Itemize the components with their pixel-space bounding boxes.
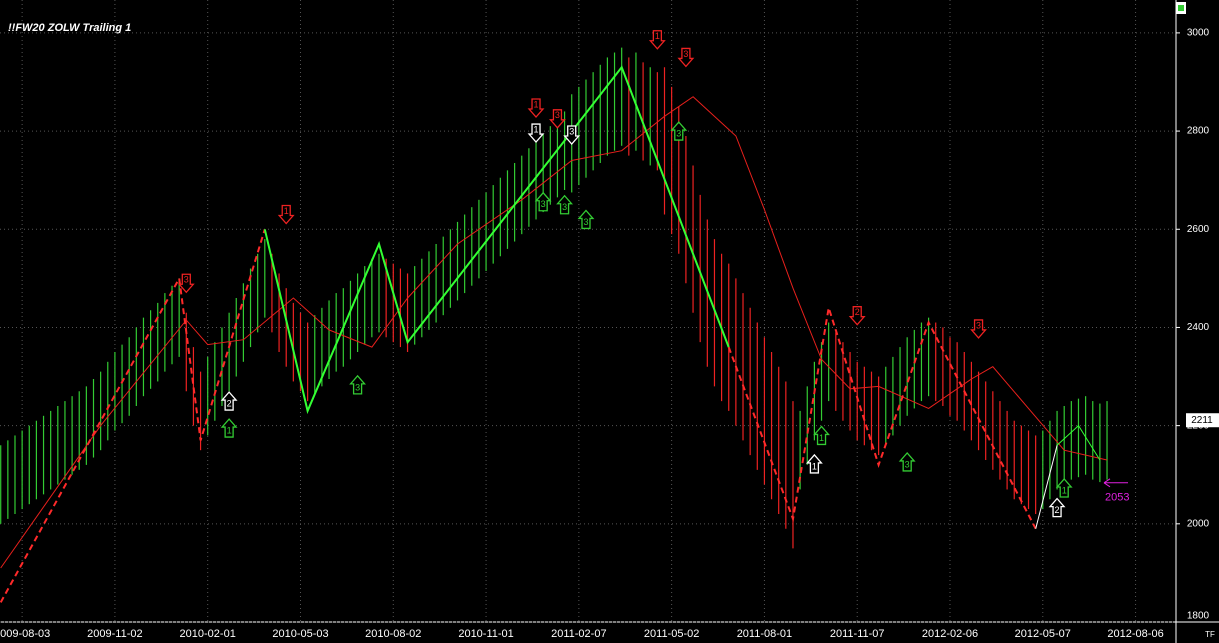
chart-title: !!FW20 ZOLW Trailing 1 — [8, 22, 131, 34]
trend-line — [0, 229, 266, 603]
signal-label: 1 — [284, 206, 289, 216]
signal-label: 1 — [812, 461, 817, 471]
signal-label: 1 — [534, 99, 539, 109]
signal-label: 3 — [976, 320, 981, 330]
target-arrow — [1103, 478, 1128, 488]
y-tick-label: 2000 — [1187, 518, 1210, 529]
signal-label: 1 — [534, 124, 539, 134]
signal-arrow — [220, 391, 238, 411]
signal-arrow — [549, 109, 566, 129]
signal-label: 3 — [683, 49, 688, 59]
signal-label: 3 — [541, 199, 546, 209]
signal-label: 3 — [562, 202, 567, 212]
signal-arrow — [563, 125, 581, 145]
corner-label: TF — [1205, 630, 1215, 639]
signal-label: 1 — [655, 31, 660, 41]
signal-arrow — [813, 425, 830, 446]
signal-arrow — [534, 191, 552, 212]
x-tick-label: 2010-02-01 — [180, 628, 236, 640]
x-tick-label: 2009-08-03 — [0, 628, 50, 640]
signal-label: 1 — [1062, 485, 1067, 495]
trend-line — [727, 307, 1037, 530]
signal-label: 2 — [855, 307, 860, 317]
scale-button-icon — [1178, 5, 1184, 11]
signal-arrow — [848, 306, 866, 326]
x-tick-label: 2011-05-02 — [644, 628, 699, 640]
x-tick-label: 2012-02-06 — [922, 628, 978, 640]
signal-label: 3 — [583, 217, 588, 227]
signal-label: 3 — [905, 459, 910, 469]
signal-arrow — [527, 123, 545, 144]
y-tick-label: 2400 — [1187, 322, 1210, 333]
x-tick-label: 2010-08-02 — [365, 628, 421, 640]
signal-arrow — [898, 451, 916, 472]
x-tick-label: 2011-11-07 — [830, 628, 885, 640]
signal-label: 1 — [819, 433, 824, 443]
trend-line — [0, 96, 1108, 569]
signal-label: 3 — [569, 126, 574, 136]
x-tick-label: 2010-11-01 — [458, 628, 513, 640]
signal-arrow — [527, 98, 545, 118]
x-tick-label: 2010-05-03 — [272, 628, 328, 640]
signal-arrow — [220, 418, 238, 438]
y-tick-label: 2800 — [1187, 126, 1210, 137]
signal-arrow — [577, 209, 595, 230]
y-tick-label: 1800 — [1187, 611, 1210, 622]
signal-label: 3 — [355, 382, 360, 392]
signal-arrow — [1055, 477, 1073, 498]
signal-label: 2 — [227, 398, 232, 408]
x-tick-label: 2012-08-06 — [1107, 628, 1163, 640]
last-price-box — [1186, 413, 1219, 428]
signal-arrow — [670, 121, 688, 141]
last-price-label: 2211 — [1191, 415, 1213, 426]
x-tick-label: 2011-08-01 — [737, 628, 792, 640]
signal-arrow — [805, 453, 823, 474]
x-tick-label: 2009-11-02 — [87, 628, 142, 640]
trend-line — [263, 65, 730, 415]
signal-label: 1 — [227, 425, 232, 435]
trend-line — [1056, 424, 1101, 461]
signal-arrow — [1048, 497, 1066, 518]
y-tick-label: 2600 — [1187, 224, 1210, 235]
signal-label: 3 — [555, 110, 560, 120]
signal-arrow — [277, 204, 295, 225]
y-tick-label: 3000 — [1187, 28, 1210, 39]
x-tick-label: 2011-02-07 — [551, 628, 606, 640]
trend-line — [1035, 445, 1058, 529]
signal-arrow — [648, 30, 666, 50]
x-tick-label: 2012-05-07 — [1015, 628, 1071, 640]
signal-arrow — [970, 319, 987, 339]
signal-label: 2 — [1055, 505, 1060, 515]
signal-arrow — [177, 273, 195, 294]
signal-arrow — [677, 47, 695, 68]
signal-label: 3 — [676, 128, 681, 138]
signal-label: 3 — [184, 275, 189, 285]
target-label: 2053 — [1105, 492, 1129, 504]
signal-arrow — [349, 374, 367, 395]
signal-arrow — [556, 194, 574, 215]
